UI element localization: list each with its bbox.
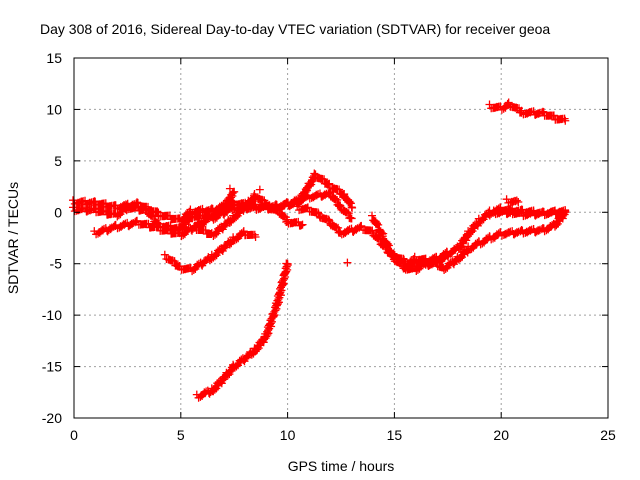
series-marks <box>190 190 307 240</box>
y-tick-label: 0 <box>54 204 62 220</box>
x-axis-ticks: 0 5 10 15 20 25 <box>70 58 616 443</box>
series-marks <box>389 208 570 274</box>
x-tick-label: 0 <box>70 427 78 443</box>
y-tick-label: -5 <box>50 256 63 272</box>
x-tick-label: 15 <box>387 427 403 443</box>
y-axis-label: SDTVAR / TECUs <box>5 182 21 294</box>
series-marks <box>489 206 570 221</box>
series-marks <box>160 227 260 276</box>
x-tick-label: 5 <box>177 427 185 443</box>
y-tick-label: -20 <box>42 410 62 426</box>
series-marks <box>225 184 352 267</box>
y-axis-ticks: -20 -15 -10 -5 0 5 10 15 <box>42 50 608 426</box>
y-tick-label: -10 <box>42 307 62 323</box>
x-tick-label: 10 <box>280 427 296 443</box>
y-tick-label: 5 <box>54 153 62 169</box>
series-track-f <box>192 259 292 402</box>
x-axis-label: GPS time / hours <box>288 458 395 474</box>
data-points <box>69 98 570 402</box>
series-track-l <box>485 98 570 125</box>
y-tick-label: 10 <box>46 101 62 117</box>
y-tick-label: 15 <box>46 50 62 66</box>
x-tick-label: 20 <box>493 427 509 443</box>
series-track-j <box>489 206 570 221</box>
chart-title: Day 308 of 2016, Sidereal Day-to-day VTE… <box>40 21 550 37</box>
series-track-d <box>160 227 260 276</box>
series-track-i <box>389 208 570 274</box>
y-tick-label: -15 <box>42 359 62 375</box>
series-marks <box>192 259 292 402</box>
plot-frame <box>73 57 609 419</box>
series-track-e <box>190 190 307 240</box>
x-tick-label: 25 <box>600 427 616 443</box>
series-track-k <box>502 195 523 207</box>
series-marks <box>485 98 570 125</box>
series-isolated <box>225 184 352 267</box>
series-marks <box>502 195 523 207</box>
